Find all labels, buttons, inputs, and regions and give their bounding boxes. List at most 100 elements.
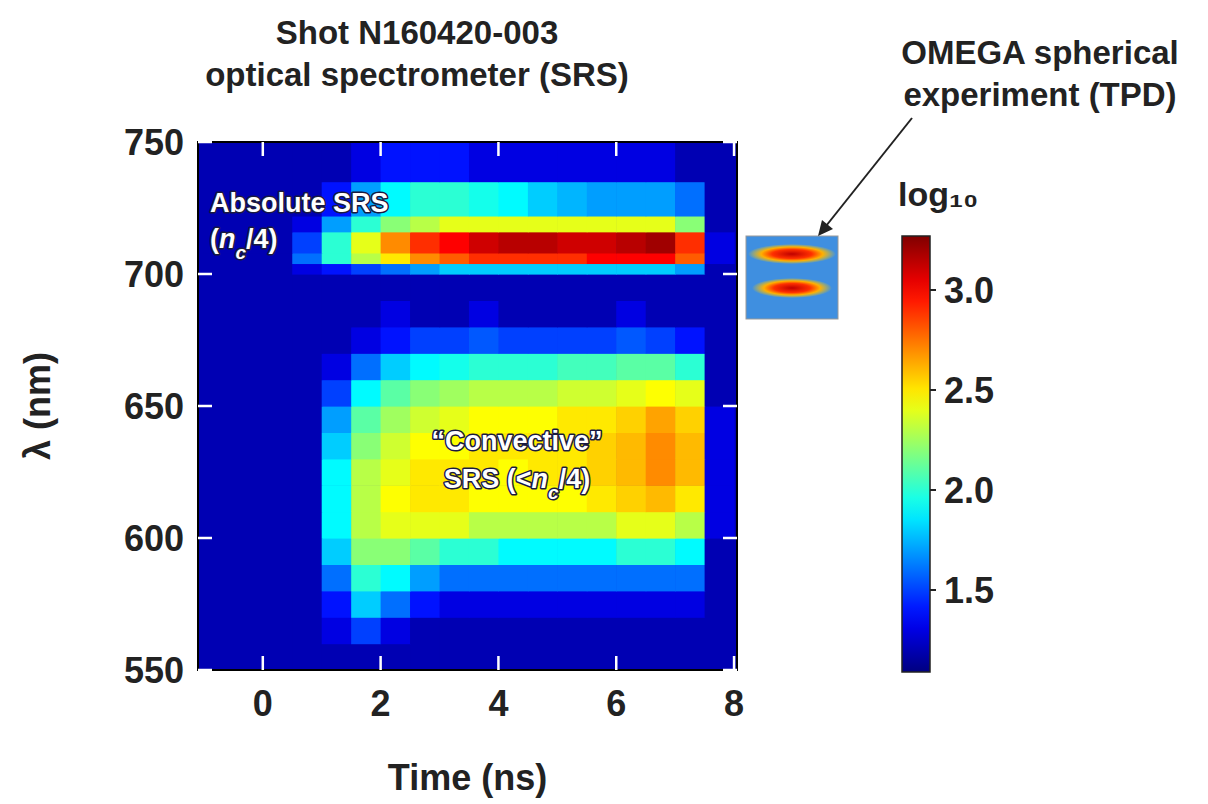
heatmap-cell: [351, 142, 381, 182]
heatmap-cell: [705, 617, 735, 644]
heatmap-cell: [233, 512, 263, 539]
title: Shot N160420-003: [276, 14, 558, 51]
heatmap-cell: [233, 263, 263, 274]
heatmap-cell: [616, 617, 646, 644]
heatmap-cell: [528, 644, 558, 670]
heatmap-cell: [381, 253, 411, 264]
heatmap-cell: [263, 263, 293, 274]
heatmap-cell: [292, 644, 322, 670]
heatmap-cell: [351, 485, 381, 512]
heatmap-cell: [292, 353, 322, 380]
heatmap-cell: [587, 564, 617, 591]
heatmap-cell: [705, 512, 735, 539]
heatmap-cell: [528, 182, 558, 217]
x-tick-label: 2: [371, 683, 391, 724]
heatmap-cell: [557, 644, 587, 670]
heatmap-cell: [322, 538, 352, 565]
heatmap-cell: [381, 459, 411, 486]
heatmap-cell: [322, 232, 352, 254]
chart: 02468550600650700750Time (ns)λ (nm)Shot …: [0, 0, 1208, 804]
heatmap-cell: [469, 353, 499, 380]
heatmap-cell: [616, 644, 646, 670]
heatmap-cell: [528, 353, 558, 380]
heatmap-cell: [646, 274, 676, 301]
heatmap-cell: [587, 538, 617, 565]
heatmap-cell: [587, 591, 617, 618]
heatmap-cell: [233, 591, 263, 618]
heatmap-cell: [498, 182, 528, 217]
y-tick: [198, 141, 212, 144]
x-tick: [733, 656, 736, 670]
heatmap-cell: [233, 274, 263, 301]
heatmap-cell: [557, 263, 587, 274]
heatmap-cell: [381, 300, 411, 327]
heatmap-cell: [410, 182, 440, 217]
heatmap-cell: [351, 644, 381, 670]
heatmap-cell: [587, 232, 617, 254]
x-tick-label: 0: [253, 683, 273, 724]
heatmap-cell: [204, 274, 234, 301]
heatmap-cell: [292, 459, 322, 486]
heatmap-cell: [705, 353, 735, 380]
heatmap-cell: [498, 380, 528, 407]
heatmap-cell: [675, 253, 705, 264]
heatmap-cell: [204, 564, 234, 591]
heatmap-cell: [498, 538, 528, 565]
heatmap-cell: [204, 591, 234, 618]
colorbar-tick-label: 3.0: [944, 270, 994, 311]
heatmap-cell: [557, 253, 587, 264]
heatmap-cell: [351, 564, 381, 591]
heatmap-cell: [381, 564, 411, 591]
colorbar-tick: [930, 389, 936, 391]
heatmap-cell: [410, 538, 440, 565]
heatmap-cell: [381, 485, 411, 512]
heatmap-cell: [204, 432, 234, 459]
heatmap-cell: [646, 644, 676, 670]
heatmap-cell: [587, 380, 617, 407]
heatmap-cell: [705, 459, 735, 486]
heatmap-cell: [440, 564, 470, 591]
heatmap-cell: [498, 300, 528, 327]
heatmap-cell: [410, 300, 440, 327]
heatmap-cell: [498, 274, 528, 301]
heatmap-cell: [616, 253, 646, 264]
heatmap-cell: [675, 538, 705, 565]
heatmap-cell: [557, 327, 587, 354]
heatmap-cell: [528, 380, 558, 407]
heatmap-cell: [646, 406, 676, 433]
heatmap-cell: [705, 274, 735, 301]
heatmap-cell: [263, 432, 293, 459]
heatmap-cell: [469, 142, 499, 182]
heatmap-cell: [469, 300, 499, 327]
heatmap-cell: [440, 232, 470, 254]
y-tick: [198, 669, 212, 672]
heatmap-cell: [233, 564, 263, 591]
heatmap-cell: [557, 564, 587, 591]
heatmap-cell: [351, 406, 381, 433]
heatmap-cell: [233, 353, 263, 380]
heatmap-cell: [233, 432, 263, 459]
heatmap-cell: [381, 232, 411, 254]
heatmap-cell: [498, 591, 528, 618]
y-tick: [723, 405, 737, 408]
heatmap-cell: [440, 512, 470, 539]
y-tick: [198, 273, 212, 276]
heatmap-cell: [233, 406, 263, 433]
heatmap-cell: [292, 406, 322, 433]
heatmap-cell: [351, 263, 381, 274]
heatmap-cell: [440, 182, 470, 217]
annotation: (nc/4): [210, 224, 278, 263]
heatmap-cell: [292, 232, 322, 254]
heatmap-cell: [381, 216, 411, 232]
heatmap-cell: [410, 564, 440, 591]
heatmap-cell: [498, 142, 528, 182]
heatmap-cell: [616, 263, 646, 274]
x-tick: [615, 142, 618, 156]
heatmap-cell: [381, 353, 411, 380]
heatmap-cell: [322, 459, 352, 486]
annotation: “Convective”: [431, 426, 602, 456]
heatmap-cell: [498, 263, 528, 274]
heatmap-cell: [410, 380, 440, 407]
heatmap-cell: [675, 263, 705, 274]
y-tick: [723, 273, 737, 276]
